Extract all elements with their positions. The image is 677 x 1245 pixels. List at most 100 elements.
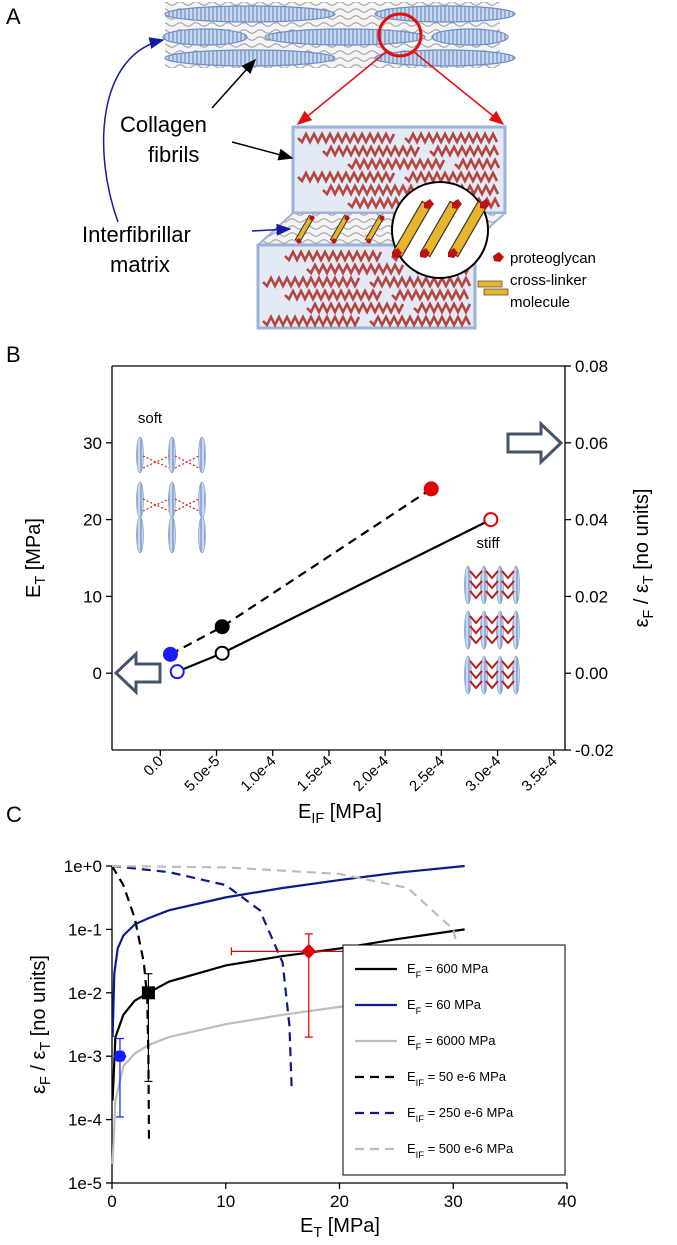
link xyxy=(469,590,483,600)
legend-label-part: E xyxy=(407,1069,416,1084)
link xyxy=(469,670,483,680)
x-tick-label: 10 xyxy=(216,1192,235,1211)
diagram-label: fibrils xyxy=(148,142,199,167)
link xyxy=(174,498,200,512)
link xyxy=(485,580,499,590)
proteoglycan xyxy=(296,238,302,244)
collagen-molecule xyxy=(404,170,499,184)
inset-stiff xyxy=(464,565,520,695)
fibril xyxy=(198,436,206,474)
proteoglycan xyxy=(366,238,372,244)
data-point xyxy=(162,646,178,662)
legend-text: molecule xyxy=(510,294,570,311)
x-tick-label: 20 xyxy=(330,1192,349,1211)
pointer-arrow xyxy=(231,141,294,161)
y-axis-label-part: / ε xyxy=(28,1051,50,1077)
proteoglycan xyxy=(344,215,350,221)
x-axis-label: EIF [MPa] xyxy=(298,801,382,827)
legend-text: cross-linker xyxy=(510,272,587,289)
legend-label-part: = 500 e-6 MPa xyxy=(424,1141,514,1156)
panel-a: Collagen fibrils Interfibrillar matrix prote… xyxy=(82,2,596,330)
legend-label: EF = 60 MPa xyxy=(407,997,482,1016)
fibril xyxy=(464,610,472,650)
x-tick-label: 1.5e-4 xyxy=(294,753,336,795)
legend-label-part: E xyxy=(407,1141,416,1156)
series-line xyxy=(111,864,293,1090)
y-tick-label: 1e+0 xyxy=(64,857,102,876)
legend-box xyxy=(342,944,566,1176)
pointer-arrow xyxy=(211,58,257,109)
x-axis-label-part: [MPa] xyxy=(324,801,382,823)
fibril xyxy=(496,655,504,695)
x-tick-label: 2.0e-4 xyxy=(350,753,392,795)
fibril xyxy=(431,28,509,46)
collagen-molecule xyxy=(369,314,472,328)
link xyxy=(501,660,515,670)
diagram-label: Collagen xyxy=(120,112,207,137)
collagen-molecule xyxy=(404,131,499,145)
link xyxy=(501,590,515,600)
x-tick-label: 0.0 xyxy=(140,753,167,780)
legend-label-part: F xyxy=(416,1006,422,1016)
y-axis-label-part: F xyxy=(38,1076,54,1085)
link xyxy=(485,670,499,680)
x-tick-label: 2.5e-4 xyxy=(406,753,448,795)
data-point xyxy=(141,986,155,1000)
legend-label-part: E xyxy=(407,997,416,1012)
link xyxy=(469,680,483,690)
y-tick-label: 20 xyxy=(83,511,102,530)
chart: 0.0 5.0e-5 1.0e-4 1.5e-4 2.0e-4 2.5e-4 3.0e-4 3… xyxy=(23,357,657,827)
link xyxy=(469,660,483,670)
y2-axis-label: εF / εT [no units] xyxy=(631,489,657,628)
fibril xyxy=(374,49,516,67)
link xyxy=(469,615,483,625)
link xyxy=(469,580,483,590)
collagen-molecule xyxy=(297,170,396,184)
legend-label-part: IF xyxy=(416,1078,425,1088)
collagen-molecule xyxy=(429,144,500,158)
y-tick-label: 1e-1 xyxy=(68,920,102,939)
proteoglycan xyxy=(480,199,490,209)
annotation: stiff xyxy=(476,535,500,552)
zoom-circle xyxy=(377,12,423,58)
pointer-arrow xyxy=(102,37,165,223)
y-tick-label: 1e-3 xyxy=(68,1047,102,1066)
data-point xyxy=(214,619,230,635)
legend-label: EIF = 50 e-6 MPa xyxy=(407,1069,507,1088)
proteoglycan xyxy=(392,248,402,258)
legend-label-part: = 250 e-6 MPa xyxy=(424,1105,514,1120)
x-tick-label: 0 xyxy=(107,1192,116,1211)
y-tick-label: 1e-5 xyxy=(68,1174,102,1193)
link xyxy=(485,660,499,670)
link xyxy=(501,635,515,645)
y2-axis-label-part: [no units] xyxy=(631,489,653,576)
proteoglycan xyxy=(420,248,430,258)
collagen-molecule xyxy=(306,262,405,276)
y-axis-label-part: [MPa] xyxy=(23,518,45,576)
link xyxy=(485,625,499,635)
fibril xyxy=(136,481,144,519)
x-tick-label: 3.5e-4 xyxy=(518,753,560,795)
collagen-molecule xyxy=(284,288,383,302)
x-axis-label-part: T xyxy=(313,1225,322,1241)
data-point xyxy=(423,481,439,497)
fibril xyxy=(164,49,336,67)
link xyxy=(142,498,170,512)
legend-label-part: = 50 e-6 MPa xyxy=(424,1069,507,1084)
legend-label-part: = 6000 MPa xyxy=(421,1033,496,1048)
link xyxy=(501,670,515,680)
collagen-molecule xyxy=(413,301,472,315)
y2-tick-label: 0.00 xyxy=(575,664,608,683)
proteoglycan xyxy=(452,199,462,209)
proteoglycan xyxy=(379,215,385,221)
y2-tick-label: -0.02 xyxy=(575,741,614,760)
data-point xyxy=(214,645,230,661)
axis-arrow xyxy=(113,650,162,696)
y-axis-label-part: ε xyxy=(28,1085,50,1094)
pointer-arrow xyxy=(251,223,292,236)
legend-label-part: IF xyxy=(416,1114,425,1124)
link xyxy=(485,570,499,580)
legend-label: EF = 6000 MPa xyxy=(407,1033,496,1052)
y2-tick-label: 0.08 xyxy=(575,357,608,376)
